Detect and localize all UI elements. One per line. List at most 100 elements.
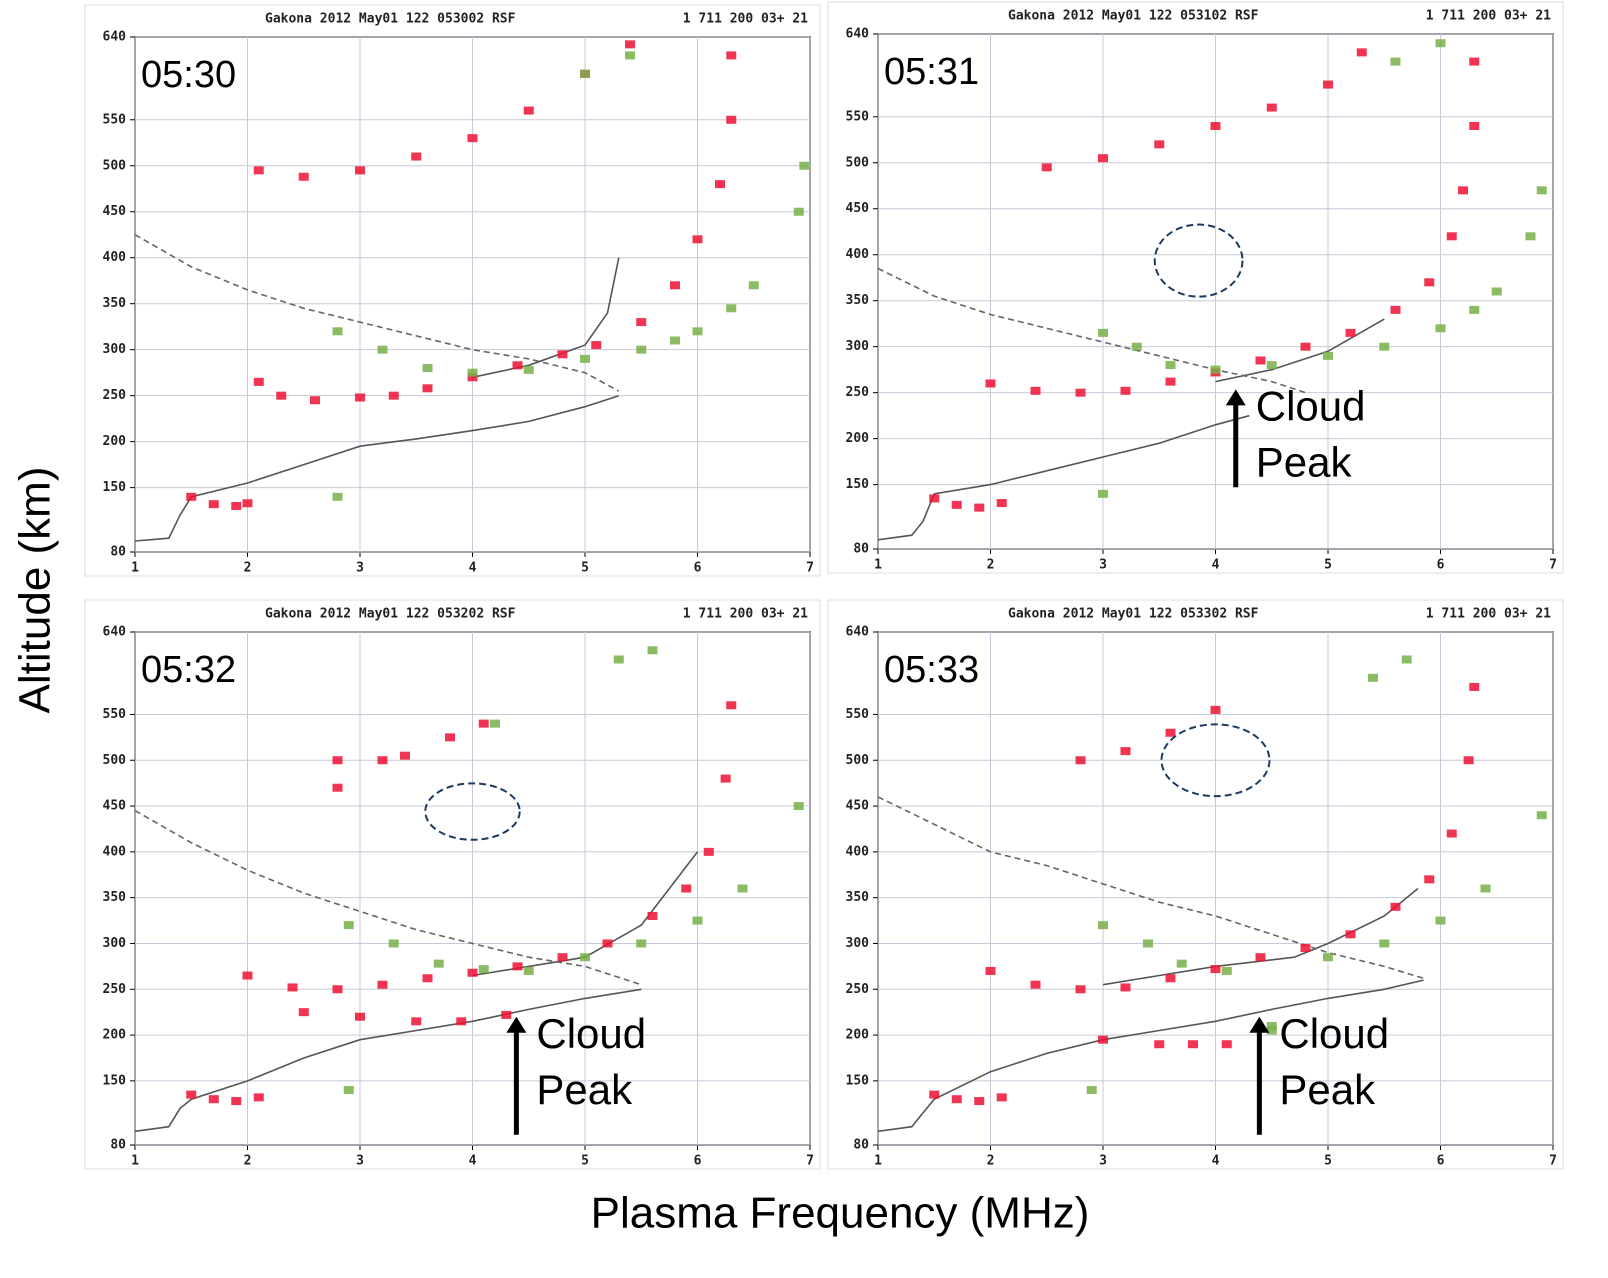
y-tick-label: 80 bbox=[110, 545, 126, 560]
cloud-circle bbox=[1160, 723, 1271, 798]
echo-point bbox=[1379, 342, 1390, 351]
echo-point bbox=[1255, 356, 1266, 365]
echo-point bbox=[208, 500, 219, 509]
echo-point bbox=[298, 1008, 309, 1017]
echo-point bbox=[1401, 655, 1412, 664]
x-tick-label: 4 bbox=[469, 561, 477, 576]
echo-point bbox=[1143, 939, 1153, 948]
annotation: Peak bbox=[1279, 1066, 1376, 1113]
echo-point bbox=[681, 884, 692, 893]
time-label: 05:33 bbox=[884, 649, 979, 691]
echo-point bbox=[253, 166, 264, 175]
echo-point bbox=[512, 962, 523, 971]
y-tick-label: 80 bbox=[110, 1138, 126, 1153]
y-tick-label: 250 bbox=[103, 982, 127, 997]
cloud-circle bbox=[424, 782, 521, 841]
dashed-profile bbox=[134, 234, 620, 392]
echo-point bbox=[1165, 377, 1176, 386]
echo-point bbox=[208, 1095, 219, 1104]
echo-point bbox=[929, 1090, 940, 1099]
echo-point bbox=[1030, 386, 1041, 395]
dashed-profile bbox=[877, 267, 1306, 394]
y-tick-label: 350 bbox=[846, 890, 870, 905]
y-tick-label: 250 bbox=[103, 388, 127, 403]
panel: 1 2 3 4 5 6 7 80 150 200 250 300 350 400 450 500 550 640 G… bbox=[827, 599, 1564, 1170]
echo-point bbox=[692, 327, 703, 336]
y-tick-label: 300 bbox=[846, 339, 870, 354]
echo-point bbox=[1221, 966, 1232, 975]
echo-point bbox=[1075, 756, 1086, 765]
panel-frame bbox=[827, 599, 1564, 1170]
y-tick-label: 150 bbox=[103, 1073, 127, 1088]
echo-point bbox=[332, 756, 343, 765]
arrow-head bbox=[1249, 1016, 1270, 1033]
echo-point bbox=[1536, 811, 1547, 820]
echo-point bbox=[1469, 121, 1480, 130]
y-tick-label: 640 bbox=[846, 27, 870, 42]
echo-point bbox=[1210, 705, 1221, 714]
echo-point bbox=[242, 971, 253, 980]
echo-point bbox=[1266, 1021, 1277, 1030]
echo-point bbox=[231, 502, 242, 511]
echo-point bbox=[1266, 1026, 1277, 1035]
echo-point bbox=[377, 345, 388, 354]
echo-point bbox=[636, 318, 647, 327]
x-tick-label: 1 bbox=[874, 558, 882, 573]
echo-point bbox=[985, 966, 996, 975]
echo-point bbox=[1086, 1086, 1097, 1095]
echo-point bbox=[726, 701, 737, 710]
echo-point bbox=[422, 974, 433, 983]
echo-point bbox=[748, 281, 759, 290]
echo-point bbox=[422, 384, 433, 393]
time-label: 05:32 bbox=[141, 649, 236, 691]
time-label: 05:30 bbox=[141, 54, 236, 96]
echo-point bbox=[512, 361, 523, 370]
echo-point bbox=[1120, 747, 1131, 756]
echo-point bbox=[388, 939, 399, 948]
y-tick-label: 150 bbox=[103, 480, 127, 495]
echo-point bbox=[737, 884, 748, 893]
echo-point bbox=[580, 69, 590, 78]
y-tick-label: 200 bbox=[103, 1028, 127, 1043]
x-tick-label: 4 bbox=[1212, 558, 1220, 573]
echo-point bbox=[1210, 121, 1221, 130]
echo-point bbox=[1098, 1035, 1108, 1044]
y-tick-label: 550 bbox=[846, 109, 870, 124]
echo-point bbox=[467, 968, 478, 977]
panel-header-right: 1 711 200 03+ 21 bbox=[683, 607, 808, 622]
x-tick-label: 1 bbox=[874, 1154, 882, 1169]
echo-point bbox=[400, 751, 410, 760]
echo-point bbox=[636, 345, 647, 354]
x-tick-label: 1 bbox=[131, 1154, 139, 1169]
echo-point bbox=[1075, 388, 1086, 397]
x-tick-label: 4 bbox=[1212, 1154, 1220, 1169]
echo-point bbox=[1390, 305, 1401, 314]
y-tick-label: 450 bbox=[103, 204, 127, 219]
echo-point bbox=[799, 161, 810, 170]
x-tick-label: 6 bbox=[1437, 558, 1445, 573]
x-tick-label: 2 bbox=[987, 558, 995, 573]
echo-point bbox=[996, 1093, 1007, 1102]
echo-point bbox=[276, 391, 287, 400]
x-tick-label: 5 bbox=[581, 561, 589, 576]
echo-point bbox=[186, 1090, 197, 1099]
arrow-head bbox=[1225, 389, 1246, 406]
echo-point bbox=[332, 327, 343, 336]
echo-point bbox=[467, 134, 478, 143]
y-tick-label: 550 bbox=[103, 112, 127, 127]
echo-point bbox=[1120, 386, 1131, 395]
x-tick-label: 7 bbox=[806, 561, 814, 576]
echo-point bbox=[1356, 48, 1367, 57]
echo-point bbox=[703, 847, 714, 856]
x-tick-label: 6 bbox=[1437, 1154, 1445, 1169]
echo-point bbox=[332, 492, 343, 501]
echo-point bbox=[1463, 756, 1474, 765]
y-tick-label: 400 bbox=[103, 250, 127, 265]
panel-header: Gakona 2012 May01 122 053302 RSF bbox=[1008, 607, 1259, 622]
echo-point bbox=[411, 1017, 422, 1026]
echo-point bbox=[647, 646, 658, 655]
panel-header: Gakona 2012 May01 122 053002 RSF bbox=[265, 12, 516, 27]
echo-point bbox=[1323, 351, 1333, 360]
echo-point bbox=[670, 336, 680, 345]
echo-point bbox=[1435, 39, 1446, 48]
